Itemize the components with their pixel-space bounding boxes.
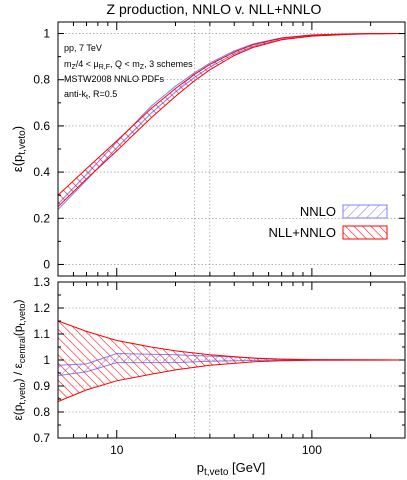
bottom-ticks <box>57 281 406 439</box>
legend-label-nll-nnlo: NLL+NNLO <box>268 225 336 240</box>
top-panel: 0 0.2 0.4 0.6 0.8 1 ε(pt,veto) pp, 7 TeV mZ/4… <box>10 21 406 277</box>
y-tick-label: 0.7 <box>33 431 50 445</box>
y-tick-label: 0.8 <box>33 405 50 419</box>
y-tick-label: 1 <box>43 353 50 367</box>
bottom-bands <box>58 320 405 403</box>
legend: NNLO NLL+NNLO <box>268 204 388 240</box>
y-tick-label: 0.9 <box>33 379 50 393</box>
top-ytick-labels: 0 0.2 0.4 0.6 0.8 1 <box>33 27 50 272</box>
annotation-pdfs: MSTW2008 NNLO PDFs <box>64 74 165 84</box>
top-bands <box>58 33 405 211</box>
legend-swatch-nll-nnlo <box>342 225 388 240</box>
band-nll-nnlo-top <box>58 33 405 208</box>
x-tick-label: 10 <box>110 443 124 457</box>
y-tick-label: 1.3 <box>33 275 50 289</box>
top-ylabel: ε(pt,veto) <box>10 126 28 172</box>
bottom-xtick-labels: 10 100 <box>110 443 322 457</box>
annotation-jets: anti-kt, R=0.5 <box>64 89 117 101</box>
annotation-collision: pp, 7 TeV <box>64 43 102 53</box>
y-tick-label: 0.6 <box>33 119 50 133</box>
y-tick-label: 1.2 <box>33 301 50 315</box>
bottom-ytick-labels: 0.7 0.8 0.9 1 1.1 1.2 1.3 <box>33 275 50 445</box>
legend-swatch-nnlo <box>342 204 388 219</box>
y-tick-label: 0.4 <box>33 165 50 179</box>
y-tick-label: 0 <box>43 257 50 271</box>
legend-label-nnlo: NNLO <box>300 204 336 219</box>
x-axis-label: pt,veto [GeV] <box>197 460 266 478</box>
bottom-panel: 0.7 0.8 0.9 1 1.1 1.2 1.3 10 100 ε(pt,veto) / ε… <box>11 275 406 478</box>
x-tick-label: 100 <box>302 443 322 457</box>
top-ticks <box>57 22 406 276</box>
y-tick-label: 1 <box>43 27 50 41</box>
bottom-ylabel: ε(pt,veto) / εcentral(pt,veto) <box>11 299 27 420</box>
annotation-block: pp, 7 TeV mZ/4 < μR,F, Q < mZ, 3 schemes… <box>64 43 193 101</box>
y-tick-label: 0.8 <box>33 73 50 87</box>
y-tick-label: 0.2 <box>33 211 50 225</box>
y-tick-label: 1.1 <box>33 327 50 341</box>
band-nll-nnlo-bot <box>58 320 405 403</box>
chart-title: Z production, NNLO v. NLL+NNLO <box>107 1 322 17</box>
annotation-scales: mZ/4 < μR,F, Q < mZ, 3 schemes <box>64 59 193 71</box>
